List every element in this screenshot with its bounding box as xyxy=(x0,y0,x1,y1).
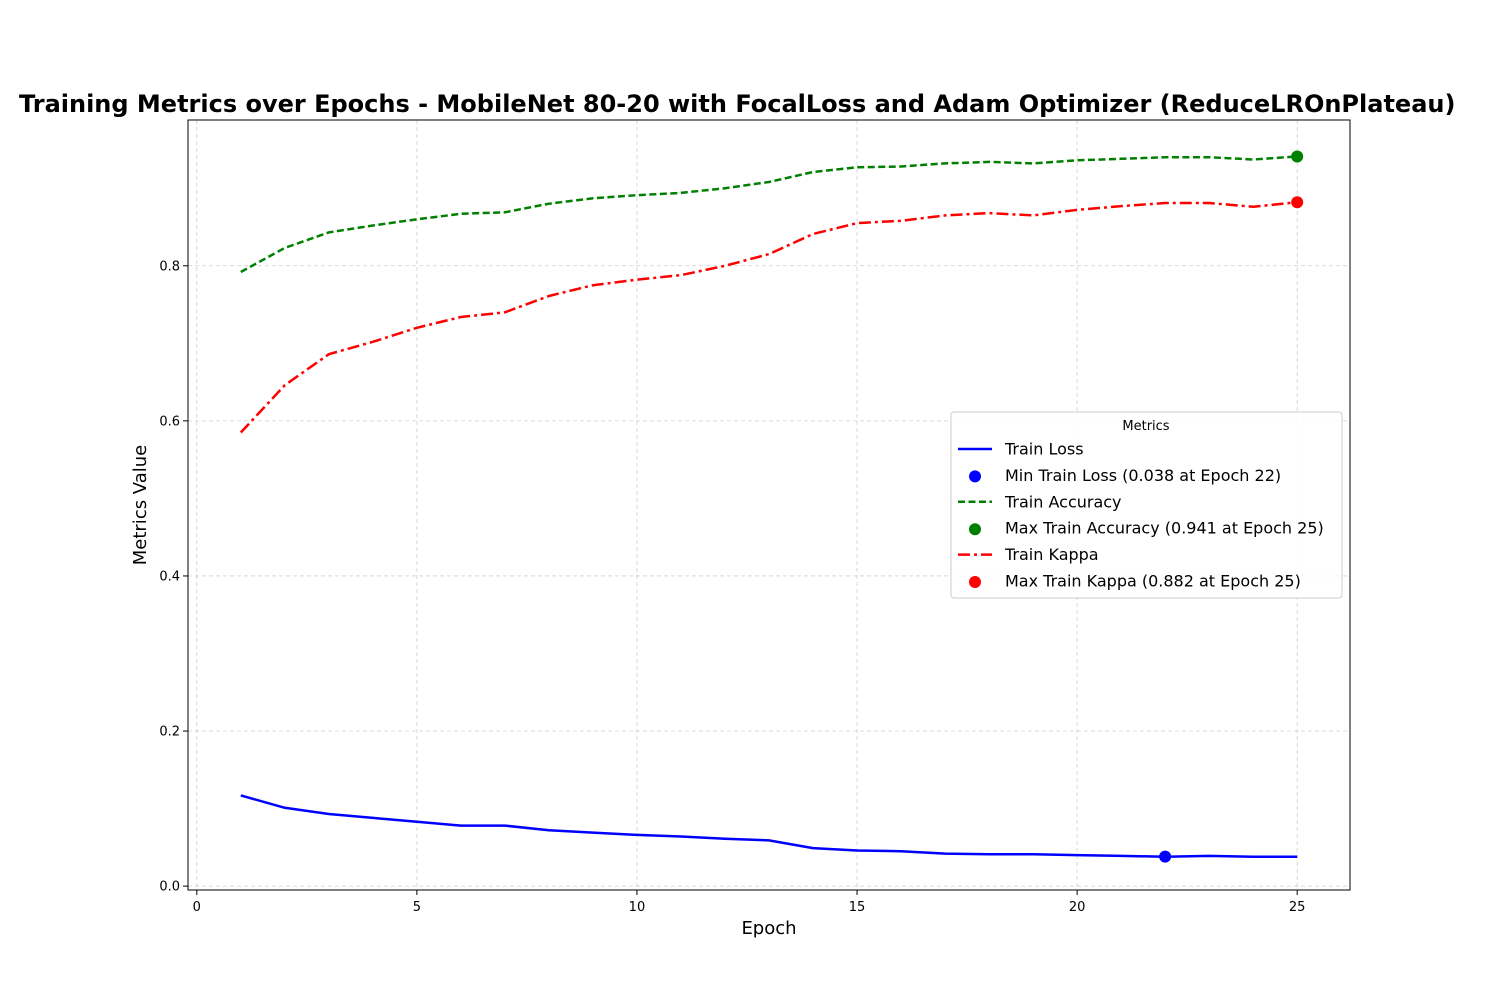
highlight-marker xyxy=(1159,850,1172,863)
x-tick-label: 25 xyxy=(1289,900,1306,915)
legend-entry-label: Max Train Kappa (0.882 at Epoch 25) xyxy=(1005,572,1301,591)
chart-title: Training Metrics over Epochs - MobileNet… xyxy=(19,90,1455,118)
y-axis-label: Metrics Value xyxy=(130,445,151,566)
legend-entry-label: Train Accuracy xyxy=(1004,492,1122,511)
y-tick-label: 0.0 xyxy=(159,880,180,895)
legend-dot-sample xyxy=(969,523,981,536)
legend-entry-label: Train Kappa xyxy=(1004,545,1099,564)
legend-entry-label: Min Train Loss (0.038 at Epoch 22) xyxy=(1005,466,1281,485)
y-axis-ticks: 0.0 0.2 0.4 0.6 0.8 xyxy=(159,259,188,895)
series-lines xyxy=(239,155,1298,858)
x-tick-label: 20 xyxy=(1069,900,1086,915)
x-tick-label: 15 xyxy=(849,900,866,915)
x-axis-label: Epoch xyxy=(741,918,796,939)
highlight-marker xyxy=(1291,196,1304,209)
y-tick-label: 0.2 xyxy=(159,725,180,740)
legend-entry-label: Max Train Accuracy (0.941 at Epoch 25) xyxy=(1005,519,1324,538)
y-tick-label: 0.4 xyxy=(159,569,180,584)
y-tick-label: 0.8 xyxy=(159,259,180,274)
legend: Metrics Train Loss Min Train Loss (0.038 … xyxy=(950,411,1343,599)
x-tick-label: 0 xyxy=(193,900,201,915)
y-tick-label: 0.6 xyxy=(159,414,180,429)
x-axis-ticks: 0 5 10 15 20 25 xyxy=(193,890,1306,915)
legend-dot-sample xyxy=(969,576,981,588)
series-line-train-accuracy xyxy=(240,155,1298,274)
legend-title: Metrics xyxy=(1122,419,1169,434)
x-tick-label: 5 xyxy=(413,900,421,915)
legend-entry-label: Train Loss xyxy=(1004,440,1084,459)
x-tick-label: 10 xyxy=(629,900,646,915)
series-line-train-kappa xyxy=(239,200,1298,434)
highlight-markers xyxy=(1159,150,1304,863)
legend-box xyxy=(950,411,1343,599)
highlight-marker xyxy=(1291,150,1304,163)
plot-frame xyxy=(187,119,1351,891)
legend-dot-sample xyxy=(969,470,981,483)
series-line-train-loss xyxy=(240,794,1298,858)
